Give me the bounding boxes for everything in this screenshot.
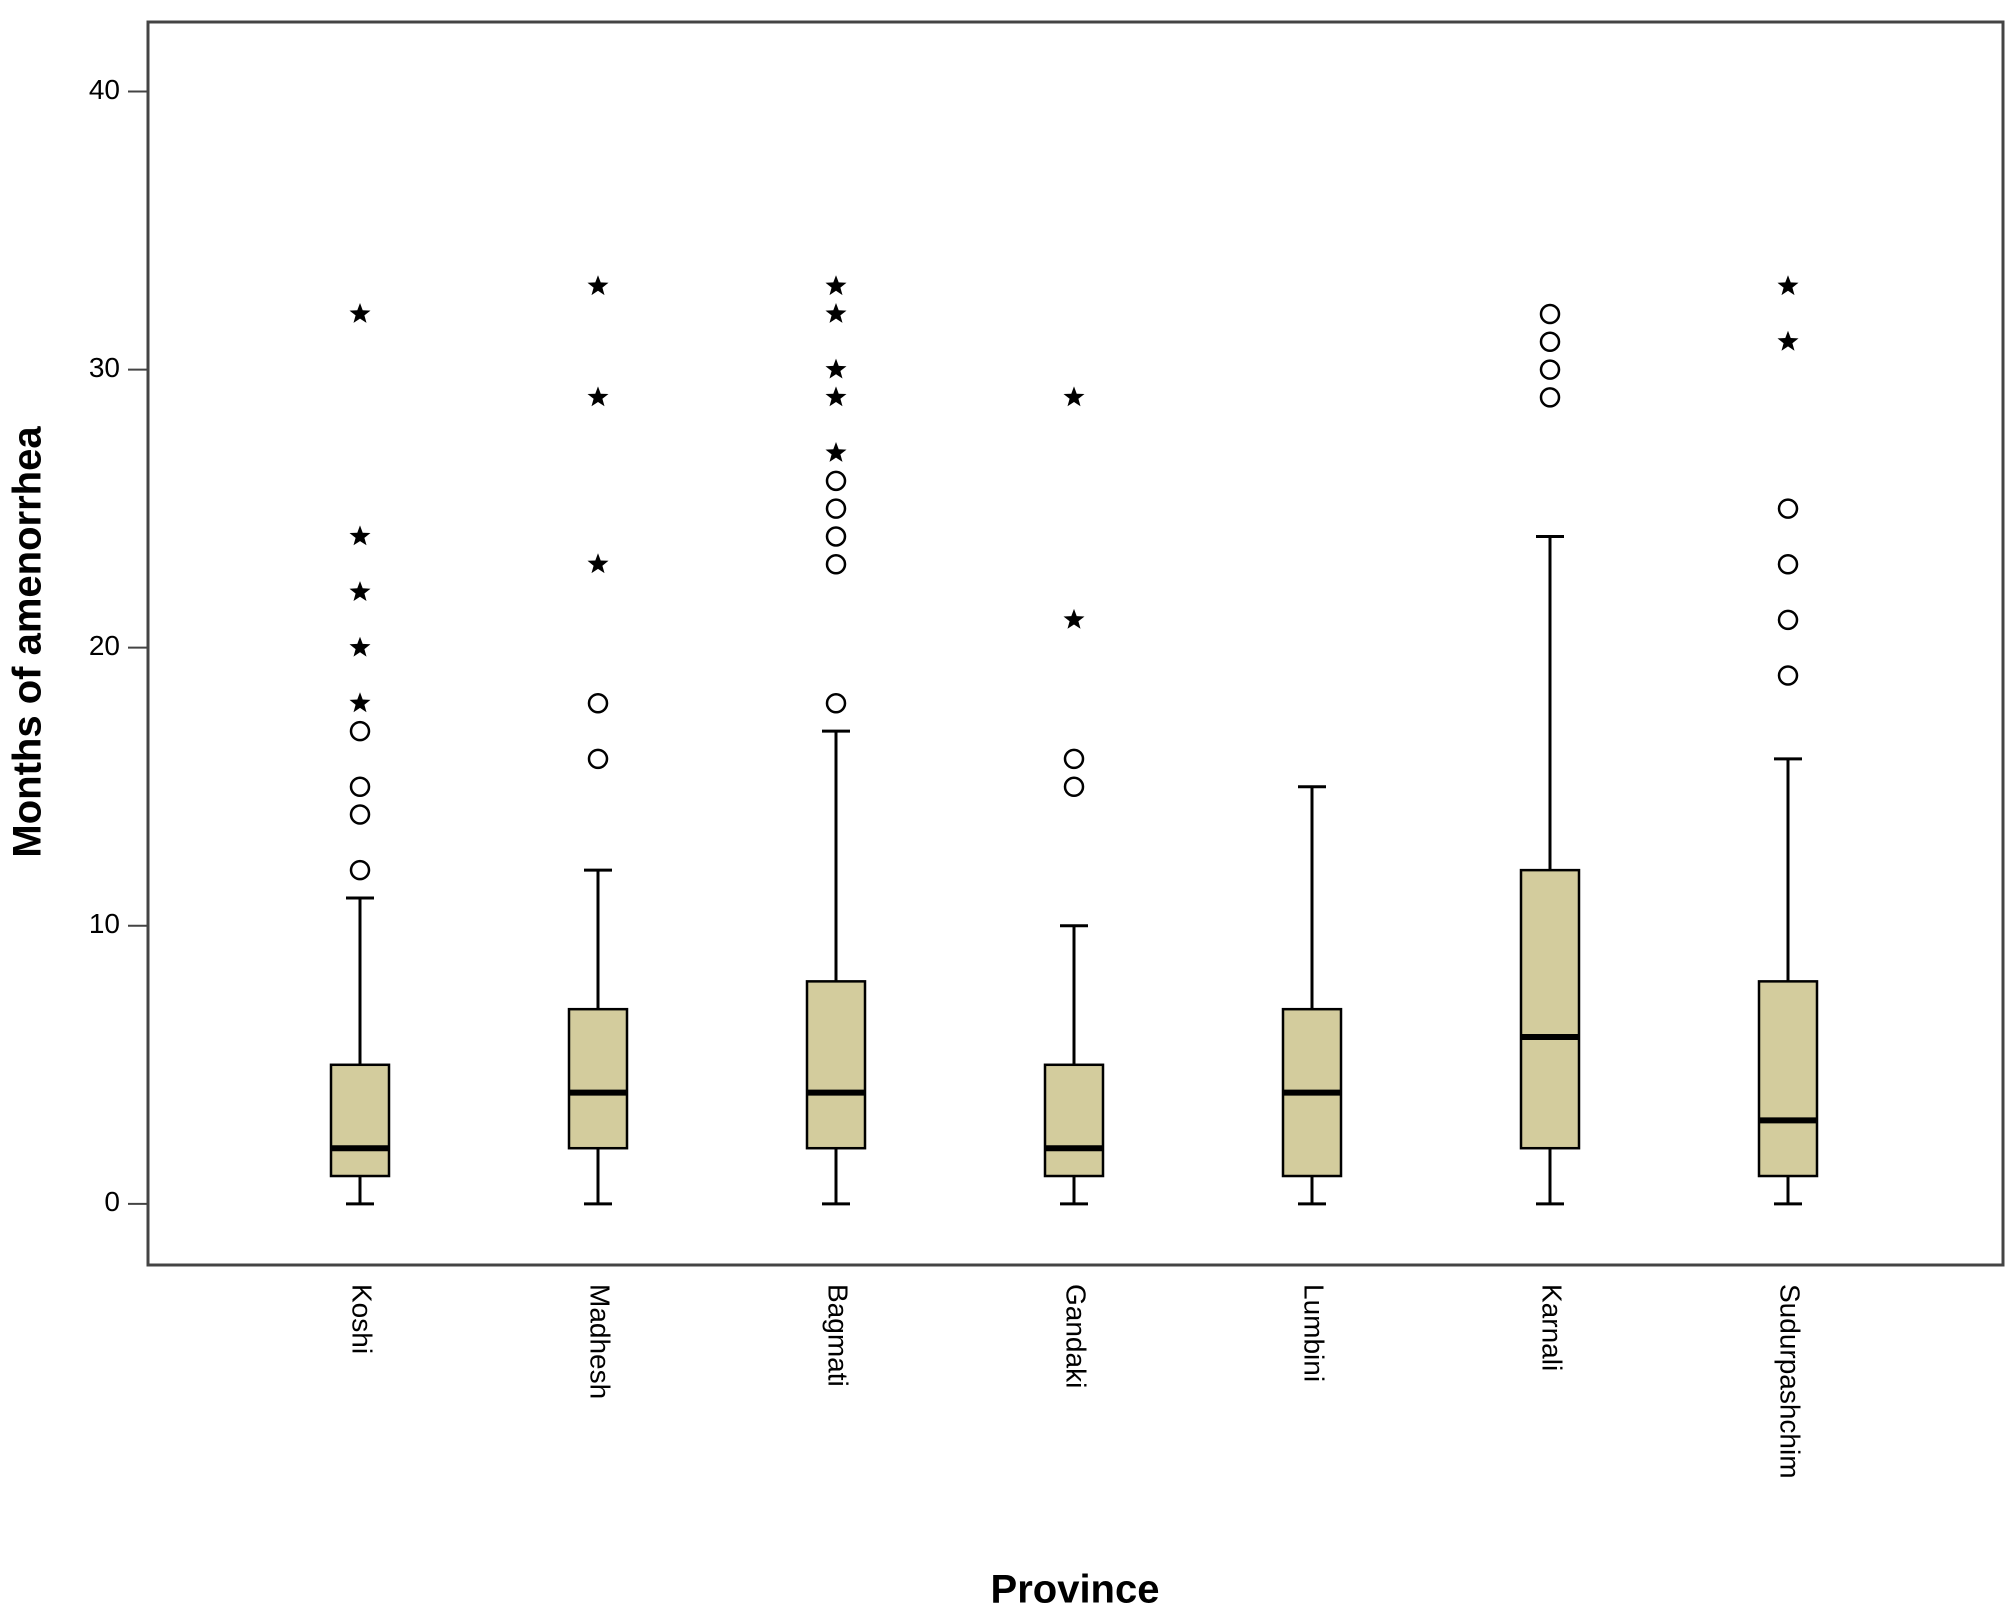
outlier <box>1063 748 1085 770</box>
extreme <box>1063 386 1085 407</box>
outlier <box>1777 553 1799 575</box>
x-tick-label: Koshi <box>347 1284 378 1354</box>
outlier <box>1063 776 1085 797</box>
x-tick-label: Bagmati <box>823 1284 854 1387</box>
extreme <box>349 636 371 657</box>
outlier <box>1777 498 1799 519</box>
x-axis-label: Province <box>991 1568 1160 1612</box>
y-axis-label: Months of amenorrhea <box>6 426 50 858</box>
box <box>329 1063 391 1178</box>
outlier <box>349 859 371 881</box>
extreme <box>825 275 847 296</box>
outlier <box>825 498 847 519</box>
outlier <box>1539 331 1561 353</box>
outlier <box>349 776 371 797</box>
extreme <box>825 303 847 323</box>
extreme <box>587 386 609 407</box>
y-tick-label: 20 <box>89 630 120 661</box>
extreme <box>1777 330 1799 351</box>
x-tick-label: Madhesh <box>585 1284 616 1399</box>
outlier <box>587 748 609 770</box>
y-tick-label: 40 <box>89 74 120 105</box>
extreme <box>349 692 371 713</box>
outlier <box>825 693 847 714</box>
extreme <box>587 275 609 296</box>
outlier <box>1539 387 1561 408</box>
outlier <box>825 526 847 547</box>
outlier <box>825 553 847 575</box>
extreme <box>825 442 847 462</box>
y-tick-label: 10 <box>89 908 120 939</box>
box <box>1757 980 1819 1178</box>
outlier <box>349 720 371 742</box>
extreme <box>1777 275 1799 296</box>
x-tick-label: Lumbini <box>1299 1284 1330 1382</box>
box <box>567 1007 629 1150</box>
outlier <box>1777 609 1799 631</box>
x-tick-label: Karnali <box>1537 1284 1568 1371</box>
extreme <box>349 525 371 546</box>
box <box>1043 1063 1105 1178</box>
outlier <box>349 804 371 825</box>
extreme <box>587 553 609 574</box>
x-tick-label: Gandaki <box>1061 1284 1092 1388</box>
extreme <box>349 581 371 601</box>
outlier <box>587 693 609 714</box>
outlier <box>1539 359 1561 380</box>
box <box>1519 868 1581 1150</box>
x-tick-label: Sudurpashchim <box>1775 1284 1806 1479</box>
outlier <box>1539 303 1561 325</box>
outlier <box>825 470 847 492</box>
y-tick-label: 0 <box>104 1186 120 1217</box>
extreme <box>1063 608 1085 629</box>
plot-frame <box>146 20 2005 1267</box>
y-tick-label: 30 <box>89 352 120 383</box>
box <box>805 980 867 1150</box>
extreme <box>349 303 371 323</box>
extreme <box>825 358 847 379</box>
outlier <box>1777 665 1799 686</box>
extreme <box>825 386 847 407</box>
